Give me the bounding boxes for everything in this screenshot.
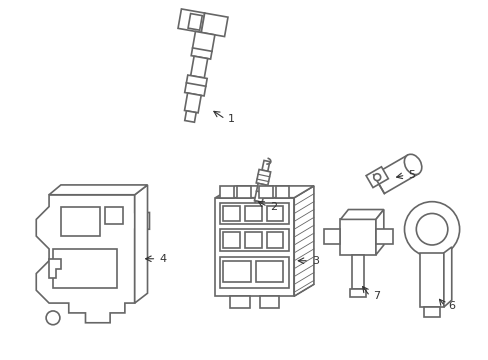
Polygon shape: [215, 186, 313, 198]
Text: 4: 4: [159, 254, 166, 264]
Polygon shape: [266, 232, 283, 248]
Polygon shape: [351, 255, 364, 289]
Polygon shape: [266, 206, 283, 221]
Polygon shape: [36, 195, 149, 323]
Polygon shape: [191, 31, 214, 59]
Circle shape: [404, 202, 459, 257]
Polygon shape: [223, 232, 240, 248]
Polygon shape: [254, 183, 265, 202]
Polygon shape: [340, 210, 383, 219]
Polygon shape: [190, 56, 207, 78]
Polygon shape: [294, 186, 313, 296]
Polygon shape: [220, 229, 289, 251]
Text: 1: 1: [228, 114, 235, 124]
Polygon shape: [49, 259, 61, 278]
Circle shape: [373, 174, 380, 181]
Polygon shape: [201, 13, 227, 37]
Text: 7: 7: [372, 291, 379, 301]
Polygon shape: [230, 296, 249, 308]
Polygon shape: [53, 249, 117, 288]
Text: 3: 3: [311, 256, 318, 266]
Polygon shape: [258, 186, 272, 198]
Polygon shape: [375, 210, 383, 255]
Polygon shape: [349, 289, 366, 297]
Polygon shape: [443, 247, 451, 307]
Polygon shape: [275, 186, 289, 198]
Polygon shape: [262, 161, 269, 171]
Polygon shape: [223, 261, 250, 282]
Polygon shape: [419, 253, 443, 307]
Polygon shape: [220, 203, 289, 224]
Polygon shape: [244, 232, 261, 248]
Polygon shape: [61, 207, 100, 236]
Polygon shape: [255, 261, 283, 282]
Text: 6: 6: [447, 301, 454, 311]
Polygon shape: [223, 206, 240, 221]
Polygon shape: [178, 9, 204, 32]
Polygon shape: [373, 155, 418, 194]
Circle shape: [46, 311, 60, 325]
Text: 5: 5: [407, 170, 415, 180]
Polygon shape: [366, 167, 387, 188]
Text: 2: 2: [270, 202, 277, 212]
Polygon shape: [375, 229, 392, 244]
Polygon shape: [253, 201, 261, 210]
Ellipse shape: [404, 154, 421, 175]
Polygon shape: [423, 307, 439, 317]
Polygon shape: [184, 111, 196, 122]
Polygon shape: [237, 186, 250, 198]
Polygon shape: [220, 186, 234, 198]
Polygon shape: [49, 185, 147, 195]
Polygon shape: [135, 185, 147, 303]
Polygon shape: [188, 14, 202, 30]
Polygon shape: [220, 257, 289, 288]
Polygon shape: [340, 219, 375, 255]
Polygon shape: [105, 207, 122, 224]
Polygon shape: [215, 198, 294, 296]
Polygon shape: [323, 229, 340, 244]
Polygon shape: [184, 93, 201, 113]
Polygon shape: [259, 296, 279, 308]
Polygon shape: [256, 170, 270, 185]
Polygon shape: [184, 75, 207, 96]
Circle shape: [415, 213, 447, 245]
Polygon shape: [244, 206, 261, 221]
